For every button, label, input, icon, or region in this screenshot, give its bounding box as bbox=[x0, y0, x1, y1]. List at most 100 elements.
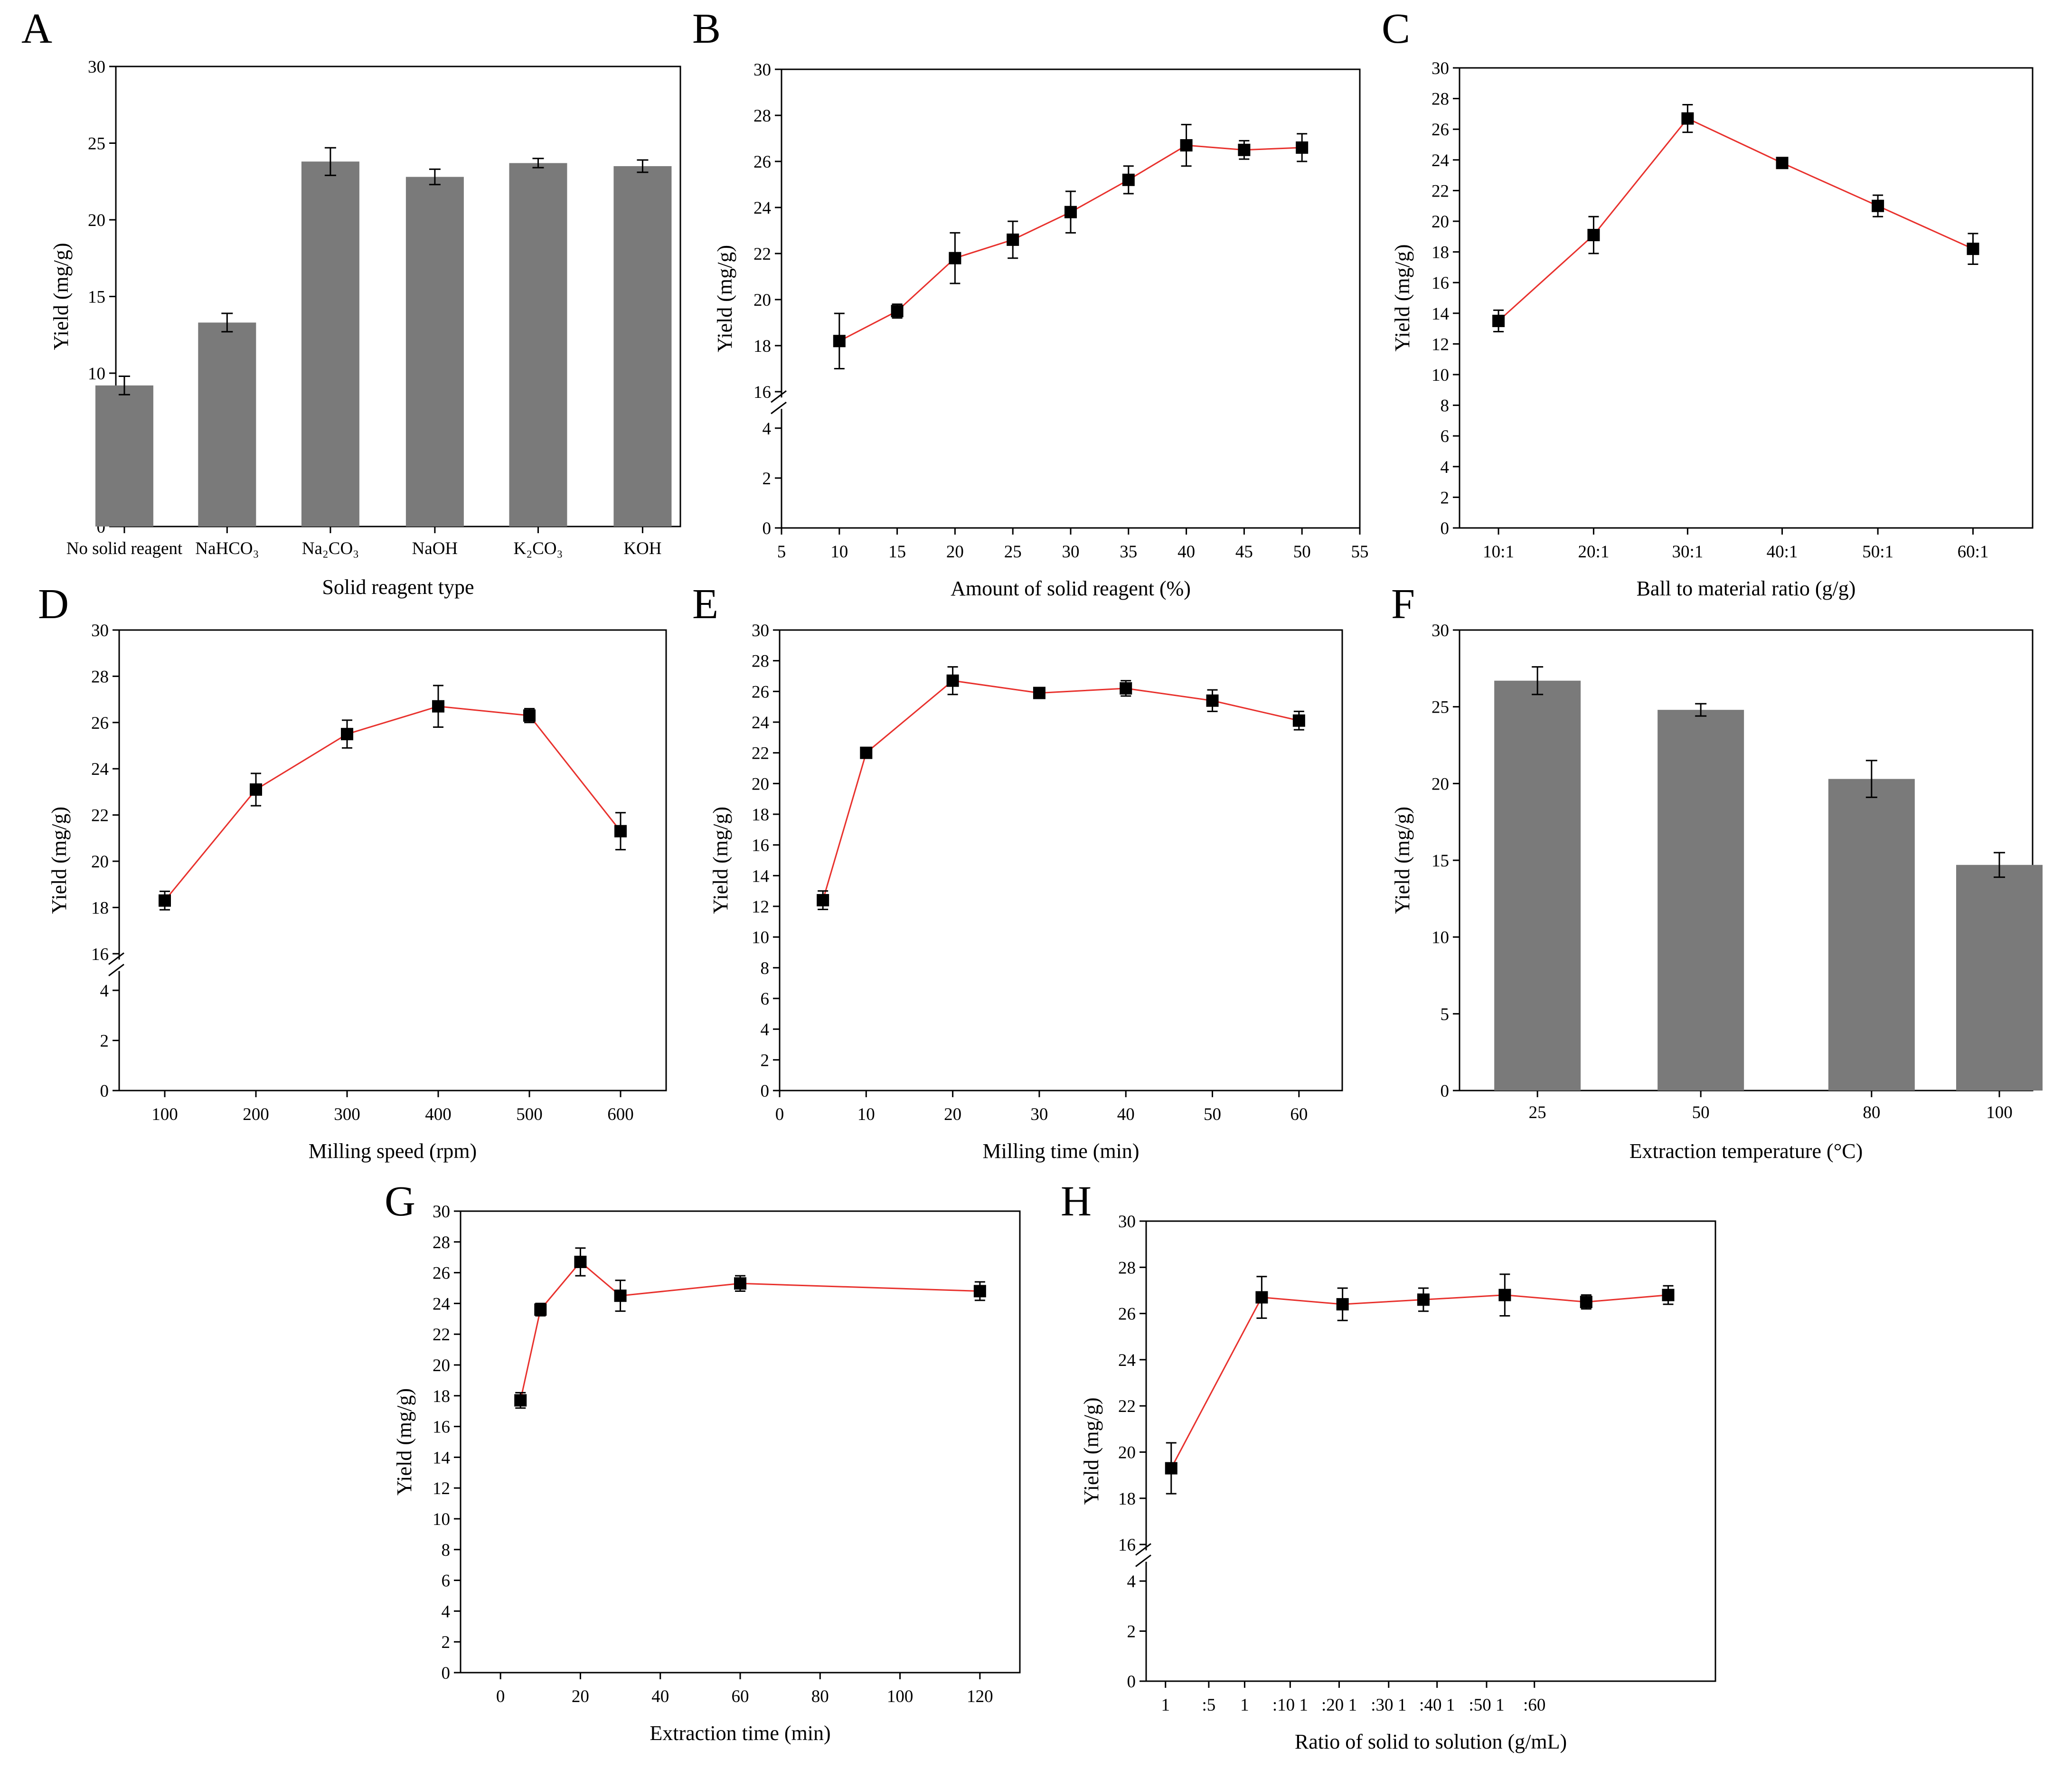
x-axis-title-d: Milling speed (rpm) bbox=[309, 1139, 477, 1163]
x-tick-label-a: KOH bbox=[623, 539, 661, 558]
axis-break-mark-d bbox=[108, 963, 124, 977]
data-point-h bbox=[1580, 1296, 1592, 1308]
axis-break-mark-h bbox=[1135, 1554, 1151, 1567]
y-tick-label-e: 22 bbox=[752, 744, 769, 763]
plot-frame-h bbox=[1145, 1220, 1716, 1682]
x-tick-label-h: :30 1 bbox=[1371, 1695, 1406, 1715]
data-point-d bbox=[250, 783, 262, 796]
y-tick-label-f: 20 bbox=[1432, 774, 1449, 794]
x-tick-label-h: :50 1 bbox=[1469, 1695, 1504, 1715]
x-tick-label-d: 400 bbox=[425, 1105, 452, 1124]
y-tick-label-c: 16 bbox=[1432, 273, 1449, 293]
y-tick-label-g: 26 bbox=[433, 1264, 450, 1283]
y-tick-label-d: 20 bbox=[91, 852, 109, 872]
x-tick-label-d: 500 bbox=[516, 1105, 543, 1124]
x-tick-label-a: K₂CO₃ bbox=[514, 539, 563, 558]
x-axis-title-b: Amount of solid reagent (%) bbox=[951, 577, 1191, 600]
data-point-e bbox=[946, 674, 959, 687]
y-tick-label-e: 30 bbox=[752, 621, 769, 640]
panel-letter-a: A bbox=[21, 5, 52, 52]
y-tick-label-d: 18 bbox=[91, 898, 109, 918]
data-point-d bbox=[341, 728, 353, 741]
y-tick-label-a: 20 bbox=[88, 211, 105, 230]
y-tick-label-g: 4 bbox=[442, 1602, 451, 1621]
y-tick-label-c: 2 bbox=[1441, 488, 1450, 508]
y-tick-label-g: 14 bbox=[433, 1448, 450, 1468]
y-tick-label-h: 26 bbox=[1118, 1305, 1136, 1324]
x-tick-label-a: NaHCO₃ bbox=[195, 539, 259, 558]
y-axis-title-f: Yield (mg/g) bbox=[1391, 807, 1414, 914]
y-tick-label-c: 12 bbox=[1432, 335, 1449, 354]
y-tick-label-d: 30 bbox=[91, 621, 109, 640]
x-tick-label-e: 40 bbox=[1117, 1105, 1135, 1124]
data-point-g bbox=[574, 1255, 587, 1268]
y-tick-label-e: 20 bbox=[752, 774, 769, 794]
x-tick-label-b: 45 bbox=[1235, 542, 1253, 562]
x-tick-label-e: 0 bbox=[775, 1105, 784, 1124]
y-axis-title-h: Yield (mg/g) bbox=[1080, 1397, 1103, 1505]
data-point-b bbox=[1238, 143, 1251, 156]
x-tick-label-h: :10 1 bbox=[1272, 1695, 1308, 1715]
x-tick-label-g: 100 bbox=[887, 1687, 914, 1706]
x-axis-title-f: Extraction temperature (°C) bbox=[1629, 1139, 1863, 1163]
y-tick-label-c: 0 bbox=[1441, 519, 1450, 538]
x-tick-label-f: 25 bbox=[1529, 1103, 1546, 1122]
x-axis-title-h: Ratio of solid to solution (g/mL) bbox=[1295, 1730, 1567, 1753]
data-point-g bbox=[973, 1285, 986, 1298]
y-axis-title-a: Yield (mg/g) bbox=[49, 243, 73, 350]
y-tick-label-c: 4 bbox=[1441, 458, 1450, 477]
x-tick-label-e: 60 bbox=[1290, 1105, 1308, 1124]
x-tick-label-b: 35 bbox=[1120, 542, 1137, 562]
data-point-b bbox=[891, 305, 904, 318]
y-axis-title-d: Yield (mg/g) bbox=[47, 807, 71, 914]
y-tick-label-g: 24 bbox=[433, 1294, 450, 1314]
bar-f bbox=[1658, 710, 1744, 1091]
y-tick-label-a: 15 bbox=[88, 288, 105, 307]
y-tick-label-c: 6 bbox=[1441, 427, 1450, 446]
bar-f bbox=[1494, 680, 1581, 1091]
y-tick-label-e: 16 bbox=[752, 836, 769, 856]
x-axis-title-c: Ball to material ratio (g/g) bbox=[1637, 577, 1856, 600]
x-tick-label-b: 5 bbox=[777, 542, 786, 562]
series-line-c bbox=[1498, 117, 1974, 322]
data-point-c bbox=[1681, 112, 1694, 125]
x-tick-label-b: 20 bbox=[946, 542, 964, 562]
bar-a bbox=[405, 177, 464, 527]
x-tick-label-g: 40 bbox=[651, 1687, 669, 1706]
data-point-h bbox=[1255, 1291, 1268, 1304]
y-tick-label-d: 0 bbox=[100, 1082, 109, 1101]
y-tick-label-e: 24 bbox=[752, 713, 769, 733]
x-tick-label-d: 100 bbox=[151, 1105, 178, 1124]
y-tick-label-b: 2 bbox=[763, 469, 772, 489]
data-point-h bbox=[1662, 1289, 1675, 1301]
y-tick-label-b: 0 bbox=[763, 519, 772, 538]
axis-break-mark-b bbox=[771, 402, 787, 414]
data-point-e bbox=[860, 746, 873, 759]
x-tick-label-h: :60 bbox=[1523, 1695, 1545, 1715]
data-point-e bbox=[1292, 714, 1305, 727]
x-tick-label-d: 600 bbox=[607, 1105, 634, 1124]
y-tick-label-c: 30 bbox=[1432, 59, 1449, 78]
data-point-g bbox=[734, 1277, 746, 1290]
x-tick-label-a: NaOH bbox=[412, 539, 458, 558]
x-tick-label-c: 50:1 bbox=[1862, 542, 1893, 562]
axis-break-mark-b bbox=[771, 390, 787, 403]
y-tick-label-e: 18 bbox=[752, 805, 769, 825]
panel-letter-d: D bbox=[38, 581, 69, 628]
x-tick-label-b: 25 bbox=[1004, 542, 1022, 562]
x-tick-label-g: 0 bbox=[496, 1687, 505, 1706]
bar-a bbox=[509, 163, 567, 527]
y-tick-label-g: 22 bbox=[433, 1325, 450, 1345]
x-tick-label-h: :40 1 bbox=[1419, 1695, 1455, 1715]
x-axis-title-g: Extraction time (min) bbox=[650, 1722, 830, 1745]
y-tick-label-e: 0 bbox=[761, 1082, 770, 1101]
y-tick-label-h: 16 bbox=[1118, 1535, 1136, 1555]
x-tick-label-b: 30 bbox=[1062, 542, 1080, 562]
y-tick-label-c: 24 bbox=[1432, 151, 1449, 170]
data-point-e bbox=[1033, 687, 1045, 699]
series-line-d bbox=[164, 706, 622, 901]
x-tick-label-g: 60 bbox=[732, 1687, 749, 1706]
data-point-g bbox=[534, 1303, 547, 1316]
x-tick-label-e: 10 bbox=[857, 1105, 875, 1124]
y-tick-label-b: 20 bbox=[753, 291, 771, 310]
